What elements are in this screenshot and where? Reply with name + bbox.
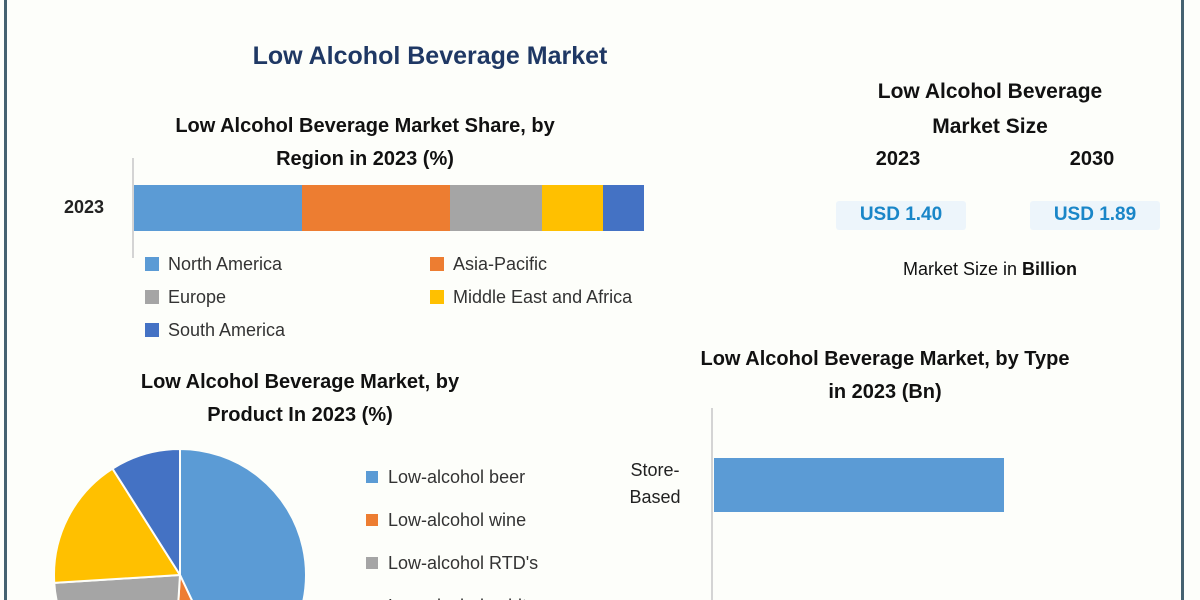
region-chart-category-label: 2023 (63, 197, 105, 217)
region-chart-title-line2: Region in 2023 (%) (276, 148, 454, 170)
market-size-year-2023: 2023 (875, 148, 921, 170)
market-size-caption-bold: Billion (1022, 259, 1078, 279)
market-size-title-line2: Market Size (932, 115, 1048, 138)
product-chart-title-line2: Product In 2023 (%) (207, 404, 393, 426)
legend-item: South America (145, 318, 430, 342)
region-bar-segment (603, 185, 644, 231)
region-chart-title: Low Alcohol Beverage Market Share, by Re… (85, 110, 645, 176)
legend-label: North America (168, 253, 283, 274)
region-bar-segment (450, 185, 542, 231)
pie-slice (111, 448, 181, 576)
product-chart-title: Low Alcohol Beverage Market, by Product … (40, 366, 560, 432)
legend-swatch (145, 290, 159, 304)
market-size-value-2023: USD 1.40 (836, 201, 966, 230)
type-chart-axis-line (711, 408, 713, 600)
legend-label: Europe (168, 286, 227, 307)
region-bar-segment (134, 185, 303, 231)
legend-item: Low-alcohol RTD's (366, 552, 626, 574)
pie-slice (53, 467, 181, 584)
market-size-value-2030: USD 1.89 (1030, 201, 1160, 230)
legend-swatch (430, 257, 444, 271)
legend-label: Asia-Pacific (453, 253, 548, 274)
type-chart-title-line2: in 2023 (Bn) (828, 381, 942, 403)
type-chart-title-line1: Low Alcohol Beverage Market, by Type (700, 348, 1070, 370)
legend-swatch (366, 514, 378, 526)
market-size-title-line1: Low Alcohol Beverage (877, 80, 1103, 103)
type-chart-category-label: Store- Based (613, 457, 697, 511)
legend-item: Middle East and Africa (430, 285, 675, 309)
legend-item: Low-alcohol spirits (366, 595, 626, 600)
region-chart-title-line1: Low Alcohol Beverage Market Share, by (175, 115, 555, 137)
type-bar (714, 458, 1004, 512)
legend-item: North America (145, 252, 430, 276)
region-bar-segment (542, 185, 604, 231)
region-bar-segment (302, 185, 451, 231)
legend-label: South America (168, 319, 286, 340)
legend-swatch (145, 323, 159, 337)
type-chart-category-line2: Based (629, 487, 681, 507)
legend-label: Low-alcohol beer (388, 466, 526, 487)
legend-swatch (145, 257, 159, 271)
region-legend: North America Asia-Pacific Europe Middle Ea… (145, 252, 675, 342)
legend-label: Low-alcohol spirits (388, 596, 536, 600)
legend-swatch (366, 557, 378, 569)
legend-item: Asia-Pacific (430, 252, 675, 276)
market-size-caption: Market Size in Billion (790, 259, 1190, 280)
market-size-title: Low Alcohol Beverage Market Size (790, 74, 1190, 144)
legend-item: Low-alcohol beer (366, 466, 626, 488)
product-legend: Low-alcohol beer Low-alcohol wine Low-alco… (366, 466, 626, 600)
product-chart-title-line1: Low Alcohol Beverage Market, by (140, 371, 460, 393)
legend-label: Low-alcohol RTD's (388, 552, 539, 573)
right-frame-border (1181, 0, 1184, 600)
region-stacked-bar (134, 185, 644, 231)
type-chart-title: Low Alcohol Beverage Market, by Type in … (640, 343, 1130, 409)
legend-swatch (430, 290, 444, 304)
pie-slice (179, 448, 307, 600)
page-title: Low Alcohol Beverage Market (252, 42, 608, 70)
pie-slice (177, 574, 193, 600)
product-pie-chart (53, 448, 307, 600)
legend-swatch (366, 471, 378, 483)
market-size-caption-regular: Market Size in (902, 259, 1023, 279)
region-chart-axis-line (132, 158, 134, 258)
legend-label: Middle East and Africa (453, 286, 633, 307)
legend-item: Low-alcohol wine (366, 509, 626, 531)
legend-item: Europe (145, 285, 430, 309)
market-size-year-2030: 2030 (1069, 148, 1115, 170)
left-frame-border (4, 0, 7, 600)
legend-label: Low-alcohol wine (388, 509, 527, 530)
type-chart-category-line1: Store- (630, 460, 680, 480)
